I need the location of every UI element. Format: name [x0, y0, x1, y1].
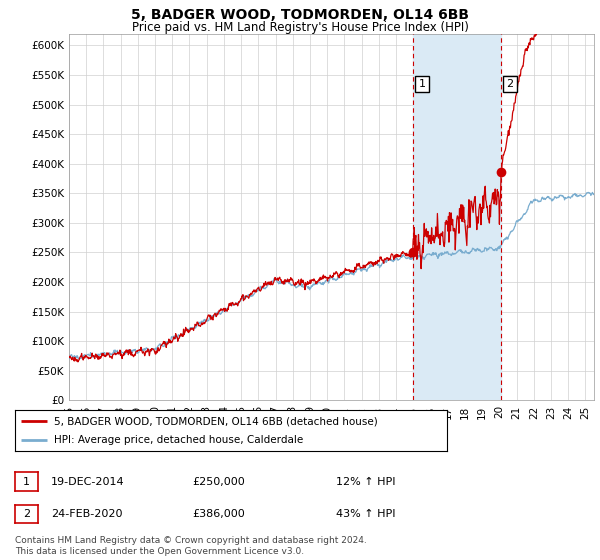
Text: 24-FEB-2020: 24-FEB-2020 — [51, 509, 122, 519]
Text: 1: 1 — [23, 477, 30, 487]
Text: £250,000: £250,000 — [192, 477, 245, 487]
Text: HPI: Average price, detached house, Calderdale: HPI: Average price, detached house, Cald… — [54, 435, 303, 445]
Text: 12% ↑ HPI: 12% ↑ HPI — [336, 477, 395, 487]
Text: 5, BADGER WOOD, TODMORDEN, OL14 6BB: 5, BADGER WOOD, TODMORDEN, OL14 6BB — [131, 8, 469, 22]
Text: 1: 1 — [418, 79, 425, 89]
Text: Contains HM Land Registry data © Crown copyright and database right 2024.
This d: Contains HM Land Registry data © Crown c… — [15, 536, 367, 556]
Text: Price paid vs. HM Land Registry's House Price Index (HPI): Price paid vs. HM Land Registry's House … — [131, 21, 469, 34]
Text: 5, BADGER WOOD, TODMORDEN, OL14 6BB (detached house): 5, BADGER WOOD, TODMORDEN, OL14 6BB (det… — [54, 417, 377, 426]
Text: £386,000: £386,000 — [192, 509, 245, 519]
Text: 19-DEC-2014: 19-DEC-2014 — [51, 477, 125, 487]
Bar — [413, 34, 502, 400]
Text: 2: 2 — [506, 79, 513, 89]
Text: 43% ↑ HPI: 43% ↑ HPI — [336, 509, 395, 519]
Text: 2: 2 — [23, 509, 30, 519]
